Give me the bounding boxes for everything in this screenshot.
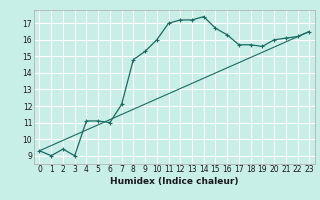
X-axis label: Humidex (Indice chaleur): Humidex (Indice chaleur) [110,177,239,186]
